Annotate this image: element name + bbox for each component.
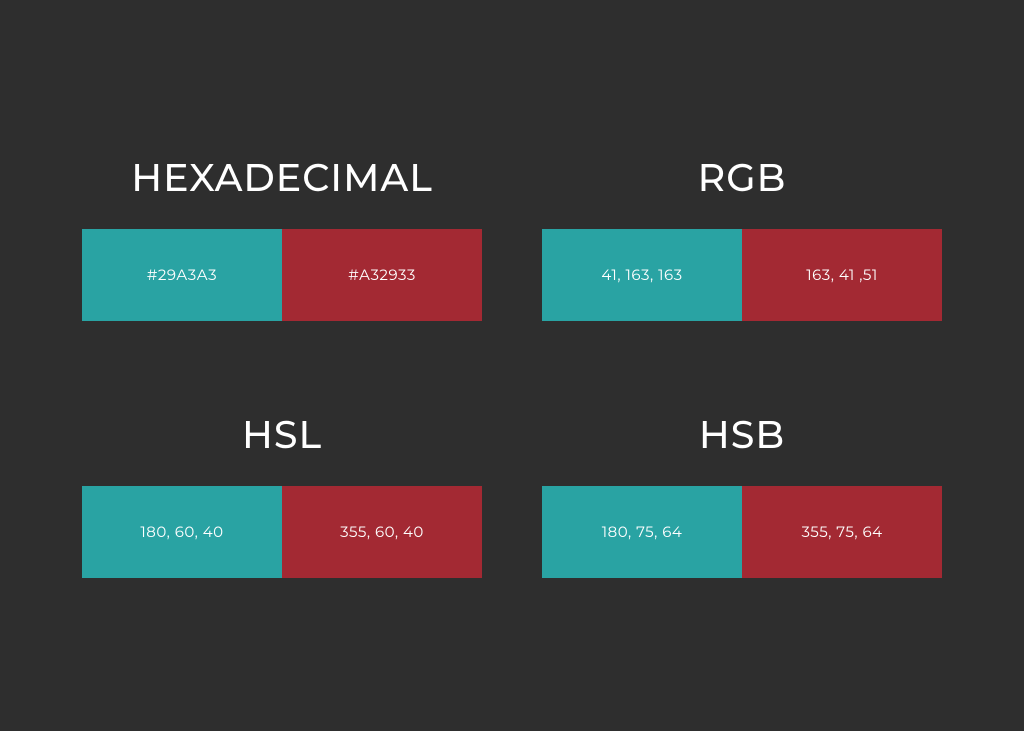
hsl-value-red: 355, 60, 40 [340, 522, 424, 541]
rgb-value-teal: 41, 163, 163 [601, 265, 682, 284]
panel-hsl-swatches: 180, 60, 40 355, 60, 40 [82, 486, 482, 578]
hsb-swatch-red: 355, 75, 64 [742, 486, 942, 578]
panel-rgb-title: RGB [698, 154, 787, 201]
hsb-value-teal: 180, 75, 64 [602, 522, 683, 541]
color-format-grid: HEXADECIMAL #29A3A3 #A32933 RGB 41, 163,… [82, 154, 942, 578]
rgb-swatch-teal: 41, 163, 163 [542, 229, 742, 321]
hsl-swatch-teal: 180, 60, 40 [82, 486, 282, 578]
hsb-swatch-teal: 180, 75, 64 [542, 486, 742, 578]
panel-hsb: HSB 180, 75, 64 355, 75, 64 [542, 411, 942, 578]
hex-swatch-teal: #29A3A3 [82, 229, 282, 321]
hsb-value-red: 355, 75, 64 [801, 522, 882, 541]
hex-swatch-red: #A32933 [282, 229, 482, 321]
panel-rgb: RGB 41, 163, 163 163, 41 ,51 [542, 154, 942, 321]
hex-value-red: #A32933 [348, 265, 416, 284]
panel-hsl: HSL 180, 60, 40 355, 60, 40 [82, 411, 482, 578]
hsl-swatch-red: 355, 60, 40 [282, 486, 482, 578]
panel-hex-swatches: #29A3A3 #A32933 [82, 229, 482, 321]
hex-value-teal: #29A3A3 [147, 265, 217, 284]
hsl-value-teal: 180, 60, 40 [140, 522, 223, 541]
panel-rgb-swatches: 41, 163, 163 163, 41 ,51 [542, 229, 942, 321]
panel-hsl-title: HSL [242, 411, 322, 458]
panel-hsb-swatches: 180, 75, 64 355, 75, 64 [542, 486, 942, 578]
panel-hex: HEXADECIMAL #29A3A3 #A32933 [82, 154, 482, 321]
rgb-value-red: 163, 41 ,51 [806, 265, 878, 284]
panel-hex-title: HEXADECIMAL [131, 154, 433, 201]
rgb-swatch-red: 163, 41 ,51 [742, 229, 942, 321]
panel-hsb-title: HSB [699, 411, 785, 458]
